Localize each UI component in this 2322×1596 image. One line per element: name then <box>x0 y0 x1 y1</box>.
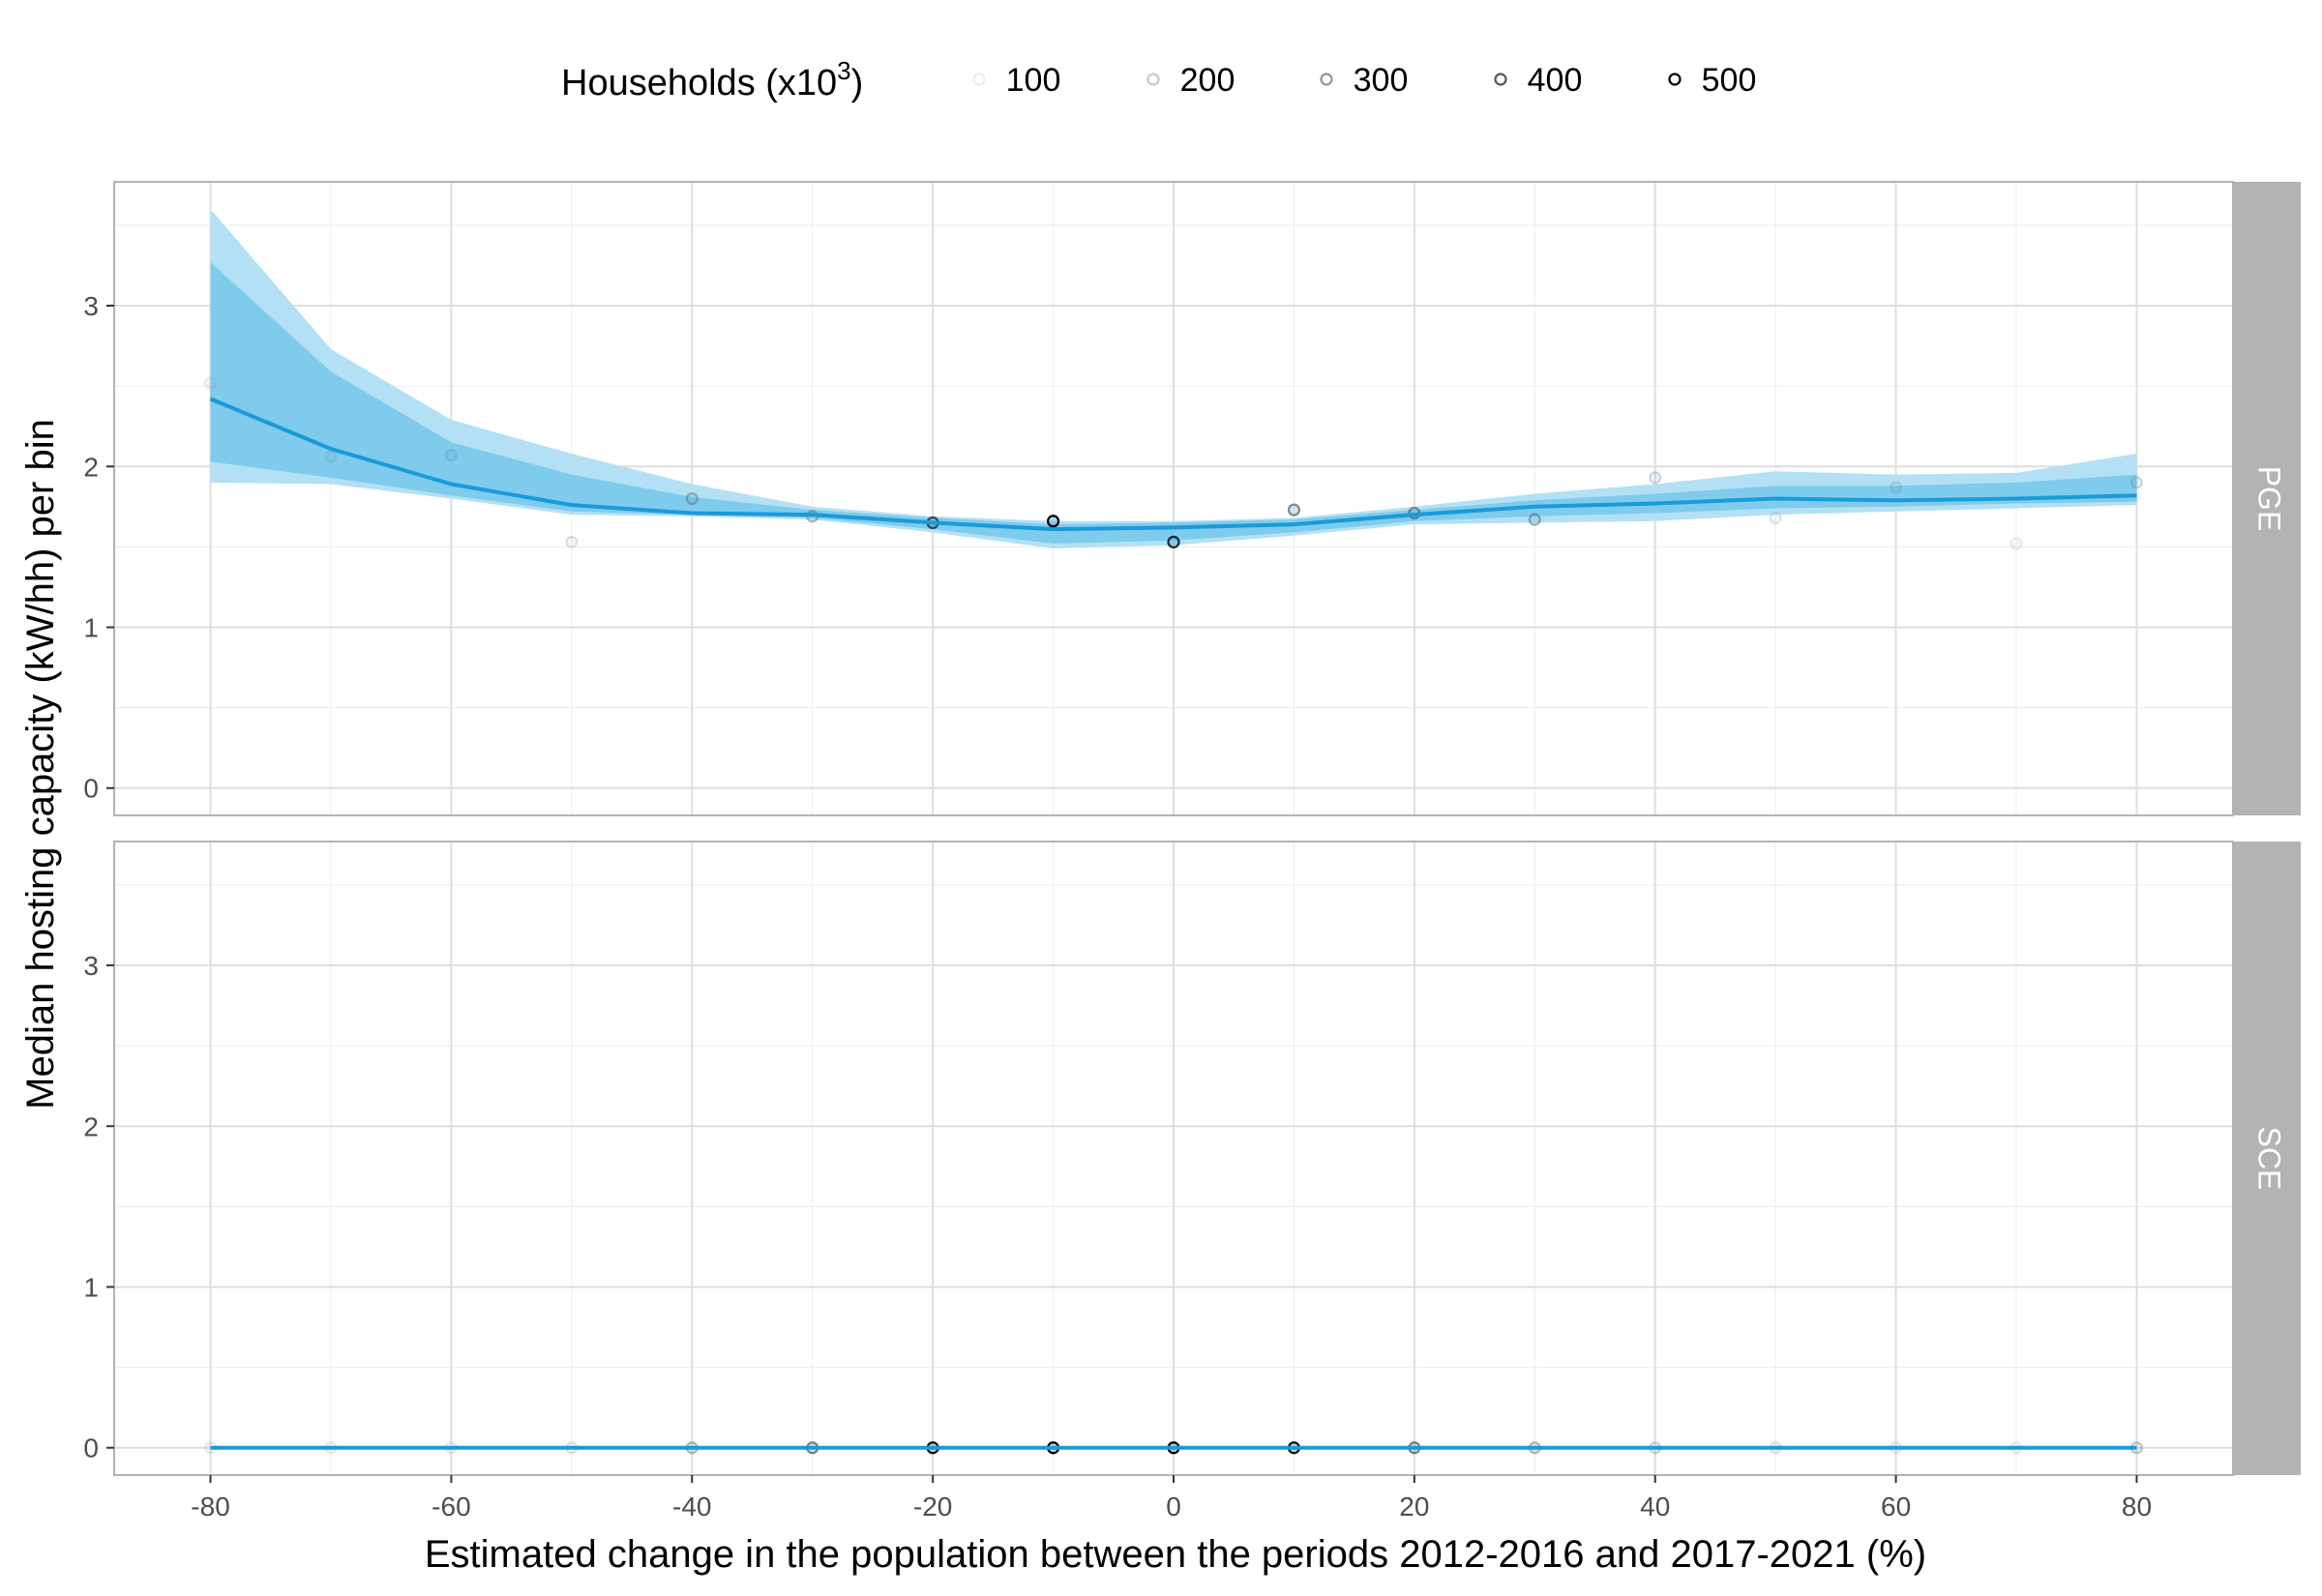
legend-label-500: 500 <box>1702 62 1757 99</box>
data-point <box>444 449 459 462</box>
y-tick-label: 3 <box>83 951 99 981</box>
data-point <box>1167 535 1180 548</box>
data-point <box>1287 503 1301 517</box>
y-axis-title: Median hosting capacity (kW/hh) per bin <box>19 419 62 1109</box>
x-tick-label: -40 <box>672 1492 711 1522</box>
data-point <box>1046 515 1060 528</box>
x-tick-label: 40 <box>1640 1492 1670 1522</box>
strip-background <box>2233 182 2301 815</box>
legend-title-text: Households (x10 <box>561 63 837 103</box>
strip-label: SCE <box>2252 1127 2287 1191</box>
x-tick-label: -80 <box>191 1492 229 1522</box>
panel-sce: SCE 0 1 2 3 -80 -60 -40 -20 0 20 40 60 80 <box>83 841 2301 1522</box>
y-tick-label: 1 <box>83 612 99 642</box>
data-point <box>685 491 699 506</box>
strip-label: PGE <box>2252 466 2287 532</box>
x-axis-title: Estimated change in the population betwe… <box>425 1533 1926 1576</box>
data-point <box>2009 537 2023 550</box>
legend-key-400 <box>1494 73 1507 86</box>
legend-title-superscript: 3 <box>837 56 850 85</box>
legend-entries: 100 200 300 400 500 <box>972 62 1757 99</box>
y-tick-label: 1 <box>83 1272 99 1302</box>
legend-key-100 <box>972 73 986 86</box>
x-tick-label: -60 <box>432 1492 470 1522</box>
median-line <box>209 397 2137 532</box>
data-point <box>203 376 218 390</box>
x-tick-label: 0 <box>1166 1492 1181 1522</box>
y-tick-label: 2 <box>83 1111 99 1141</box>
data-point <box>2129 476 2144 489</box>
legend-label-300: 300 <box>1354 62 1409 99</box>
strip-background <box>2233 842 2301 1475</box>
y-tick-label: 0 <box>83 774 99 804</box>
legend-title-close: ) <box>851 63 864 103</box>
x-tick-label: -20 <box>913 1492 952 1522</box>
data-point <box>324 450 338 463</box>
x-tick-label: 20 <box>1399 1492 1429 1522</box>
legend-key-500 <box>1668 73 1682 86</box>
data-point <box>1649 471 1662 485</box>
data-point <box>565 535 579 548</box>
legend-title: Households (x103) <box>561 56 863 103</box>
y-tick-label: 0 <box>83 1433 99 1463</box>
legend-label-200: 200 <box>1180 62 1235 99</box>
legend-key-300 <box>1320 73 1333 86</box>
data-point <box>1889 481 1903 494</box>
data-point <box>1528 513 1541 526</box>
y-tick-label: 2 <box>83 452 99 482</box>
panels: PGE 0 1 2 3 SCE 0 1 2 3 -80 -60 -40 -20 0 20 40 60 80 <box>83 181 2301 1522</box>
legend-label-400: 400 <box>1528 62 1583 99</box>
panel-pge: PGE 0 1 2 3 <box>83 181 2301 816</box>
x-tick-label: 80 <box>2122 1492 2152 1522</box>
legend-key-200 <box>1146 73 1160 86</box>
data-point <box>1769 511 1782 525</box>
x-tick-label: 60 <box>1881 1492 1911 1522</box>
y-tick-label: 3 <box>83 291 99 321</box>
legend: Households (x103) 100 200 300 400 500 <box>561 56 1756 103</box>
legend-label-100: 100 <box>1006 62 1061 99</box>
